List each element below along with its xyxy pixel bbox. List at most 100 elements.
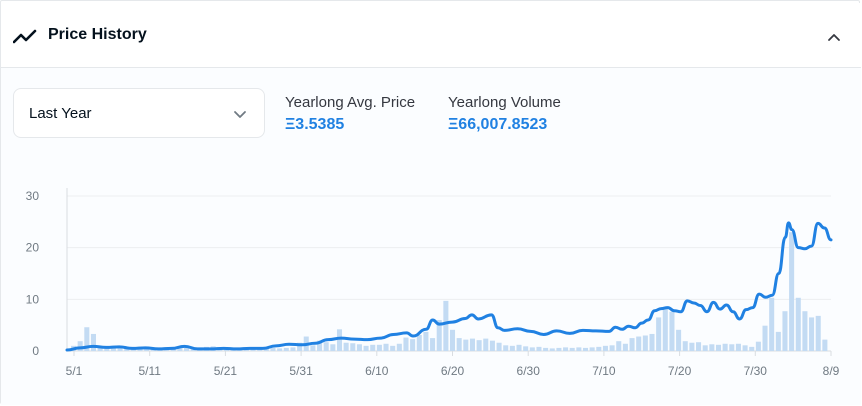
avg-price-value: Ξ3.5385 — [285, 116, 345, 133]
volume-bar — [350, 343, 356, 351]
avg-price-label: Yearlong Avg. Price — [285, 94, 416, 111]
volume-bar — [383, 343, 389, 351]
volume-bar — [430, 338, 436, 351]
chevron-up-icon[interactable] — [826, 29, 842, 45]
volume-bar — [536, 346, 542, 351]
volume-bar — [443, 300, 449, 351]
x-tick-label: 5/1 — [66, 364, 83, 378]
volume-bar — [782, 311, 788, 351]
x-tick-label: 5/11 — [138, 364, 161, 378]
volume-bar — [742, 345, 748, 351]
x-tick-label: 6/30 — [517, 364, 541, 378]
volume-bar — [416, 334, 422, 351]
volume-bar — [576, 347, 582, 351]
volume-bar — [596, 346, 602, 351]
volume-bar — [795, 297, 801, 351]
volume-stat: Yearlong Volume Ξ66,007.8523 — [448, 94, 561, 134]
volume-bar — [330, 344, 336, 351]
volume-bar — [656, 317, 662, 351]
volume-bar — [809, 317, 815, 351]
volume-bar — [682, 341, 688, 351]
volume-bar — [336, 329, 343, 351]
volume-bar — [755, 341, 761, 351]
volume-bar — [543, 347, 549, 351]
x-tick-label: 5/31 — [289, 364, 313, 378]
x-tick-label: 7/10 — [592, 364, 616, 378]
x-tick-label: 5/21 — [214, 364, 238, 378]
volume-label: Yearlong Volume — [448, 94, 561, 111]
y-tick-label: 30 — [26, 189, 40, 203]
volume-bar — [636, 336, 642, 351]
volume-bar — [177, 347, 183, 351]
volume-bar — [463, 339, 469, 351]
volume-bar — [469, 338, 475, 351]
x-tick-label: 8/9 — [823, 364, 840, 378]
volume-bar — [376, 344, 382, 351]
volume-bar — [676, 329, 682, 351]
volume-bar — [104, 347, 110, 351]
volume-bar — [662, 308, 668, 351]
volume-bar — [523, 346, 529, 351]
volume-bar — [283, 347, 289, 351]
time-range-value: Last Year — [29, 105, 92, 122]
volume-bar — [762, 325, 768, 351]
volume-bar — [117, 347, 123, 351]
chevron-down-icon — [234, 111, 246, 118]
volume-bar — [642, 335, 648, 351]
volume-bar — [702, 345, 708, 351]
volume-bar — [602, 345, 608, 351]
y-tick-label: 0 — [32, 344, 39, 358]
volume-bar — [456, 338, 462, 351]
panel-header[interactable]: Price History — [1, 3, 861, 68]
volume-bar — [769, 297, 775, 351]
volume-bar — [696, 342, 702, 351]
volume-bar — [423, 331, 429, 351]
volume-bar — [582, 347, 589, 351]
volume-bar — [815, 315, 821, 351]
volume-bar — [789, 232, 795, 351]
volume-bar — [483, 338, 489, 351]
volume-bar — [503, 345, 509, 351]
volume-bar — [436, 320, 442, 351]
panel-title: Price History — [48, 26, 147, 43]
volume-bar — [516, 344, 522, 351]
volume-bar — [390, 345, 396, 351]
volume-bar — [77, 341, 83, 351]
volume-bar — [709, 344, 715, 351]
volume-bar — [323, 342, 329, 351]
volume-bar — [356, 344, 362, 351]
volume-bar — [410, 339, 416, 351]
volume-bar — [297, 342, 303, 351]
volume-bar — [569, 347, 575, 351]
trend-line-icon — [13, 29, 37, 44]
volume-bar — [363, 345, 369, 351]
volume-bar — [270, 347, 276, 351]
volume-bar — [450, 329, 456, 351]
volume-bar — [317, 340, 323, 351]
volume-bar — [90, 333, 96, 351]
volume-bar — [629, 338, 635, 351]
volume-bar — [616, 341, 622, 351]
x-tick-label: 6/20 — [441, 364, 465, 378]
volume-bar — [97, 346, 103, 351]
volume-bar — [649, 333, 655, 351]
volume-bar — [589, 347, 595, 351]
volume-bar — [496, 342, 502, 351]
price-history-chart[interactable]: 0 10 20 30 5/1 5/11 5/21 5/31 6/10 6/20 6/30 7/10 7/… — [1, 178, 861, 403]
volume-bar — [802, 311, 808, 351]
volume-bar — [290, 347, 296, 351]
time-range-select[interactable]: Last Year — [13, 88, 265, 138]
volume-bar — [110, 346, 116, 351]
volume-bar — [822, 339, 828, 351]
volume-bar — [749, 346, 755, 351]
volume-bar — [689, 342, 695, 351]
avg-price-stat: Yearlong Avg. Price Ξ3.5385 — [285, 94, 415, 134]
volume-bar — [184, 347, 190, 351]
volume-bar — [609, 345, 615, 351]
panel-body: Last Year Yearlong Avg. Price Ξ3.5385 Ye… — [1, 68, 861, 405]
avg-price-line — [65, 221, 833, 352]
volume-bar — [729, 344, 735, 351]
volume-bar — [310, 345, 316, 351]
volume-bar — [775, 331, 781, 351]
